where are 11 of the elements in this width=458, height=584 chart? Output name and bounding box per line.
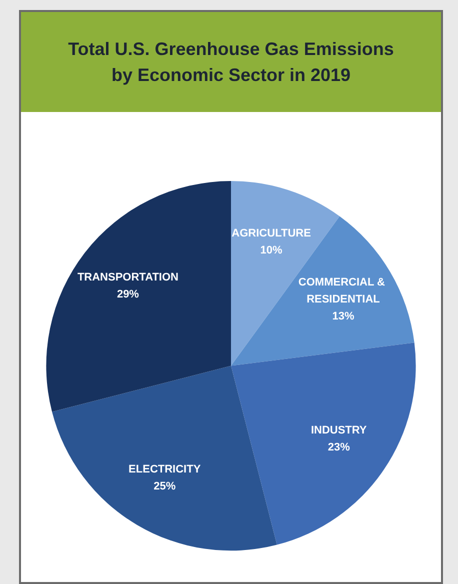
- slice-label: INDUSTRY: [310, 424, 368, 437]
- data-label: 23%: [328, 442, 350, 454]
- slice-label: COMMERCIAL & RESIDENTIAL: [298, 276, 388, 306]
- data-label: 13%: [332, 310, 354, 322]
- data-label: 25%: [154, 480, 176, 493]
- data-label: 29%: [116, 288, 140, 300]
- data-label: 10%: [260, 244, 283, 256]
- slice-label: ELECTRICITY: [128, 464, 202, 476]
- slice-label: TRANSPORTATION: [77, 271, 179, 284]
- slice-label: AGRICULTURE: [232, 227, 311, 240]
- chart-title: Total U.S. Greenhouse Gas Emissions by Economic Sector in 2019: [21, 12, 441, 112]
